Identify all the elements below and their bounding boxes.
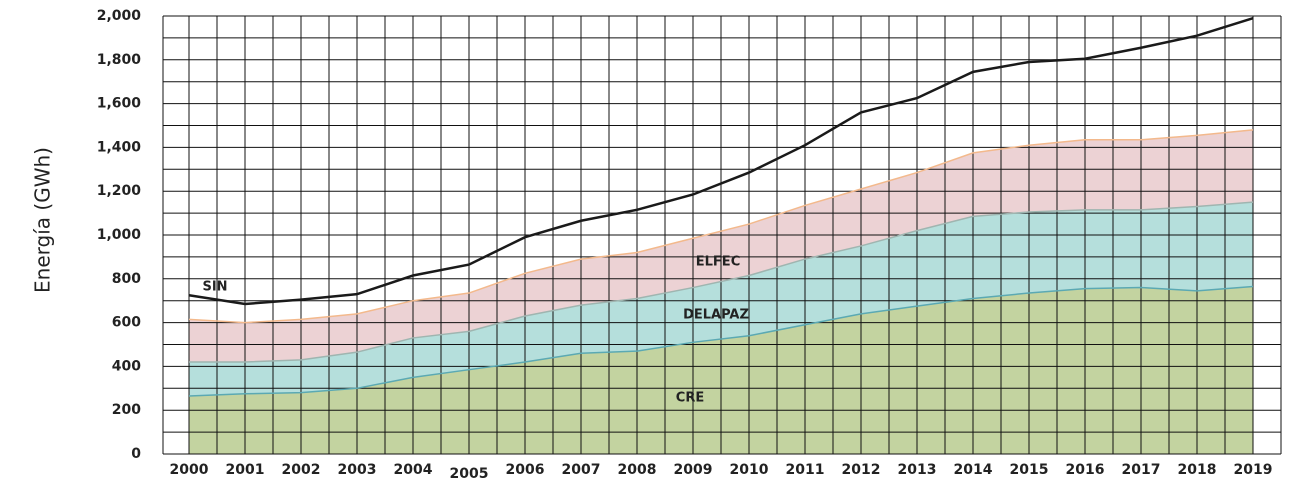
x-tick-label: 2014	[954, 462, 993, 478]
series-label: SIN	[202, 280, 227, 295]
series-label: CRE	[676, 391, 704, 406]
line	[188, 16, 1254, 306]
x-tick-label: 2017	[1122, 462, 1161, 478]
x-tick-label: 2006	[506, 462, 545, 478]
x-tick-label: 2005	[450, 466, 489, 482]
area-edge	[188, 129, 1254, 324]
x-tick-label: 2009	[674, 462, 713, 478]
y-tick-label: 2,000	[97, 8, 142, 24]
y-tick-label: 600	[112, 315, 141, 331]
area-edge	[189, 201, 1254, 363]
y-tick-label: 1,000	[97, 227, 142, 243]
y-tick-label: 800	[112, 271, 141, 287]
x-tick-label: 2010	[730, 462, 769, 478]
y-tick-label: 400	[112, 358, 141, 374]
y-axis-title: Energía (GWh)	[31, 147, 55, 293]
x-tick-label: 2003	[338, 462, 377, 478]
x-tick-label: 2012	[842, 462, 881, 478]
x-tick-label: 2000	[170, 462, 209, 478]
x-tick-label: 2002	[282, 462, 321, 478]
x-tick-label: 2004	[394, 462, 433, 478]
x-tick-label: 2007	[562, 462, 601, 478]
y-tick-label: 0	[131, 446, 141, 462]
x-tick-label: 2011	[786, 462, 825, 478]
x-tick-label: 2008	[618, 462, 657, 478]
x-tick-label: 2018	[1178, 462, 1217, 478]
y-tick-label: 1,200	[97, 183, 142, 199]
x-tick-label: 2001	[226, 462, 265, 478]
area-edge	[188, 285, 1254, 397]
series-label: ELFEC	[696, 255, 740, 270]
y-tick-label: 1,800	[97, 52, 142, 68]
y-tick-label: 200	[112, 402, 141, 418]
y-tick-label: 1,400	[97, 139, 142, 155]
series-label: DELAPAZ	[683, 308, 749, 323]
x-tick-label: 2016	[1066, 462, 1105, 478]
x-tick-label: 2013	[898, 462, 937, 478]
y-tick-label: 1,600	[97, 96, 142, 112]
x-tick-label: 2019	[1234, 462, 1273, 478]
x-tick-label: 2015	[1010, 462, 1049, 478]
